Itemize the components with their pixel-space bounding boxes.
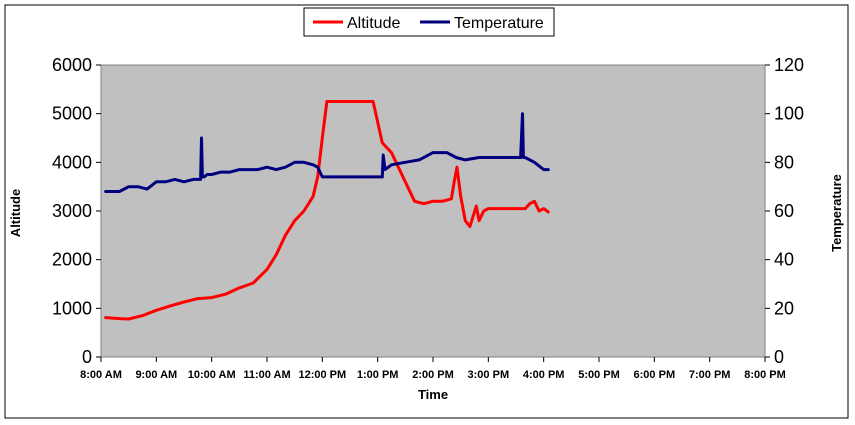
plot-area: [100, 64, 766, 358]
y2-tick-label: 60: [774, 201, 794, 221]
y-tick-label: 5000: [52, 104, 92, 124]
x-tick-label: 12:00 PM: [298, 369, 346, 381]
legend: Altitude Temperature: [303, 7, 555, 37]
legend-label-temperature: Temperature: [454, 15, 544, 32]
y2-tick-label: 0: [774, 347, 784, 367]
y-tick-label: 2000: [52, 250, 92, 270]
series-line-temperature: [104, 112, 550, 193]
legend-label-altitude: Altitude: [347, 15, 400, 32]
x-tick-label: 1:00 PM: [357, 369, 399, 381]
y-tick-label: 0: [82, 347, 92, 367]
y-tick-label: 3000: [52, 201, 92, 221]
x-tick-label: 3:00 PM: [468, 369, 510, 381]
y2-axis-title: Temperature: [829, 174, 844, 252]
series-layer: [104, 100, 550, 321]
x-tick-label: 8:00 PM: [744, 369, 786, 381]
x-tick-label: 6:00 PM: [634, 369, 676, 381]
y2-tick-label: 20: [774, 298, 794, 318]
x-tick-label: 7:00 PM: [689, 369, 731, 381]
y-tick-label: 6000: [52, 55, 92, 75]
x-tick-label: 2:00 PM: [412, 369, 454, 381]
axes: 0 1000 2000 3000 4000 5000 6000 0 20 40 60 80 100 120…: [52, 55, 804, 381]
x-tick-label: 8:00 AM: [80, 369, 122, 381]
x-tick-label: 10:00 AM: [188, 369, 236, 381]
y2-tick-label: 80: [774, 152, 794, 172]
y2-tick-label: 40: [774, 250, 794, 270]
x-tick-label: 4:00 PM: [523, 369, 565, 381]
y-axis-title: Altitude: [8, 189, 23, 237]
x-tick-label: 9:00 AM: [135, 369, 177, 381]
y2-tick-label: 100: [774, 104, 804, 124]
x-axis-title: Time: [418, 387, 448, 402]
y2-tick-label: 120: [774, 55, 804, 75]
x-tick-label: 11:00 AM: [243, 369, 290, 381]
y-tick-label: 1000: [52, 298, 92, 318]
y-tick-label: 4000: [52, 152, 92, 172]
x-tick-label: 5:00 PM: [578, 369, 620, 381]
series-line-altitude: [104, 100, 550, 321]
